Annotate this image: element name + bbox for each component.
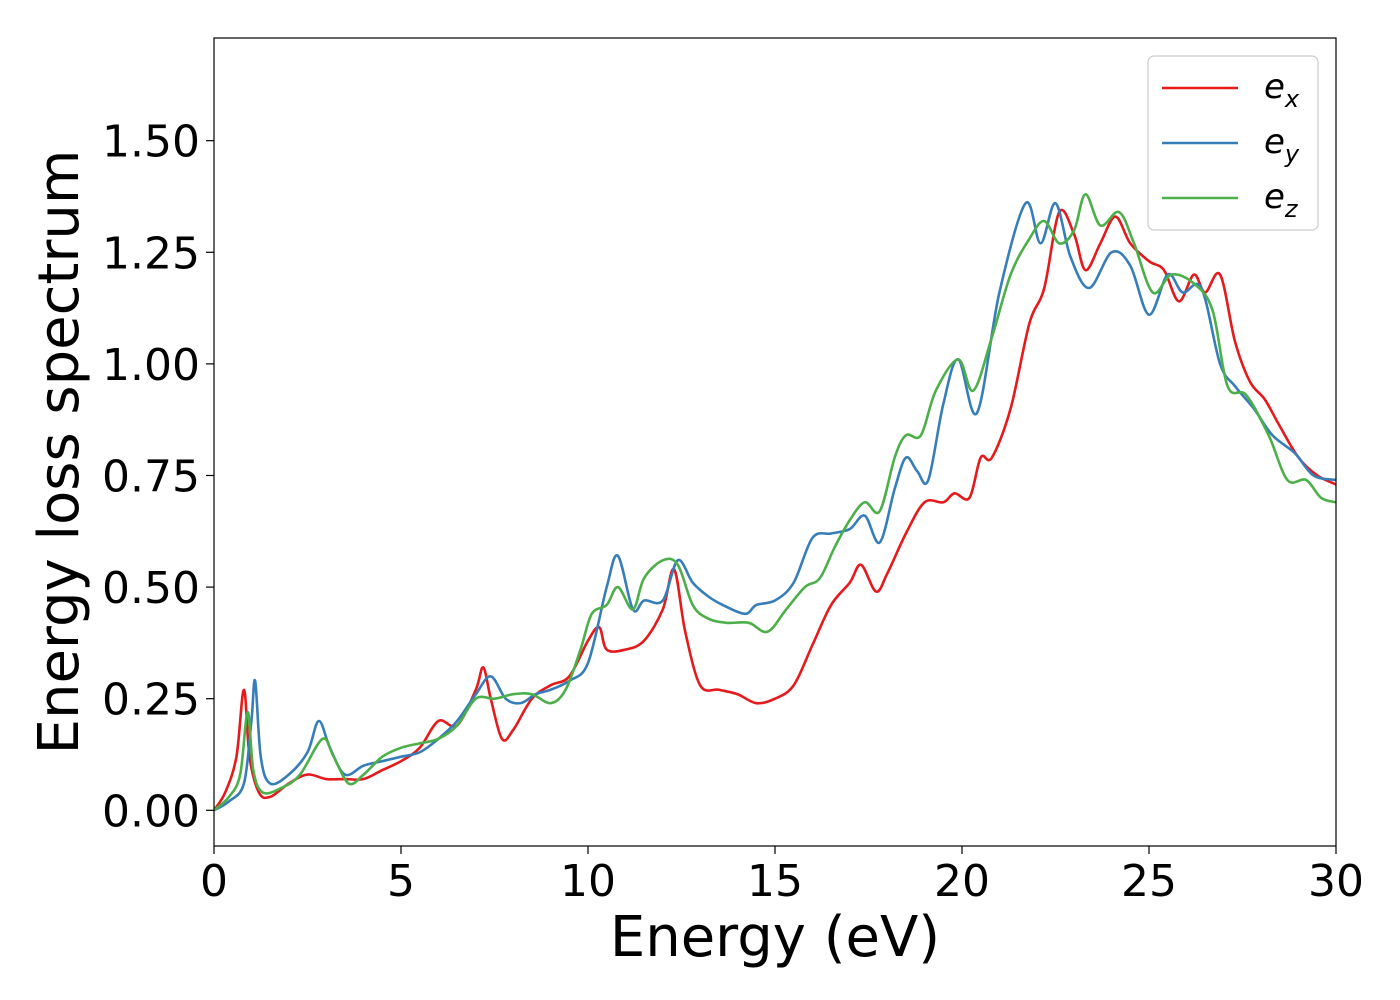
- legend-entry: ex: [1264, 67, 1300, 113]
- y-tick-label: 1.00: [102, 340, 200, 391]
- y-tick-label: 0.25: [102, 675, 200, 726]
- x-tick-label: 25: [1121, 856, 1177, 907]
- series-line-ez: [214, 192, 1336, 812]
- x-tick-label: 0: [200, 856, 228, 907]
- legend: ex ey ez: [1147, 55, 1319, 231]
- x-tick-label: 20: [934, 856, 990, 907]
- x-tick-label: 5: [387, 856, 415, 907]
- y-axis-label: Energy loss spectrum: [27, 150, 92, 755]
- ticks-layer: 0 5 10 15 20 25 30 0.00 0.25 0.50 0.75 1.00 1.25 1.50: [102, 117, 1364, 907]
- y-tick-label: 0.50: [102, 563, 200, 614]
- y-tick-label: 1.50: [102, 117, 200, 168]
- x-tick-label: 30: [1308, 856, 1364, 907]
- legend-entry: ey: [1264, 122, 1300, 168]
- series-line-ex: [214, 208, 1336, 812]
- series-line-ey: [214, 201, 1336, 812]
- y-tick-label: 0.75: [102, 451, 200, 502]
- x-axis-label: Energy (eV): [610, 905, 940, 970]
- series-layer: [214, 192, 1336, 812]
- legend-entry: ez: [1264, 177, 1299, 223]
- y-tick-label: 0.00: [102, 786, 200, 837]
- x-tick-label: 15: [747, 856, 803, 907]
- x-tick-label: 10: [560, 856, 616, 907]
- y-tick-label: 1.25: [102, 228, 200, 279]
